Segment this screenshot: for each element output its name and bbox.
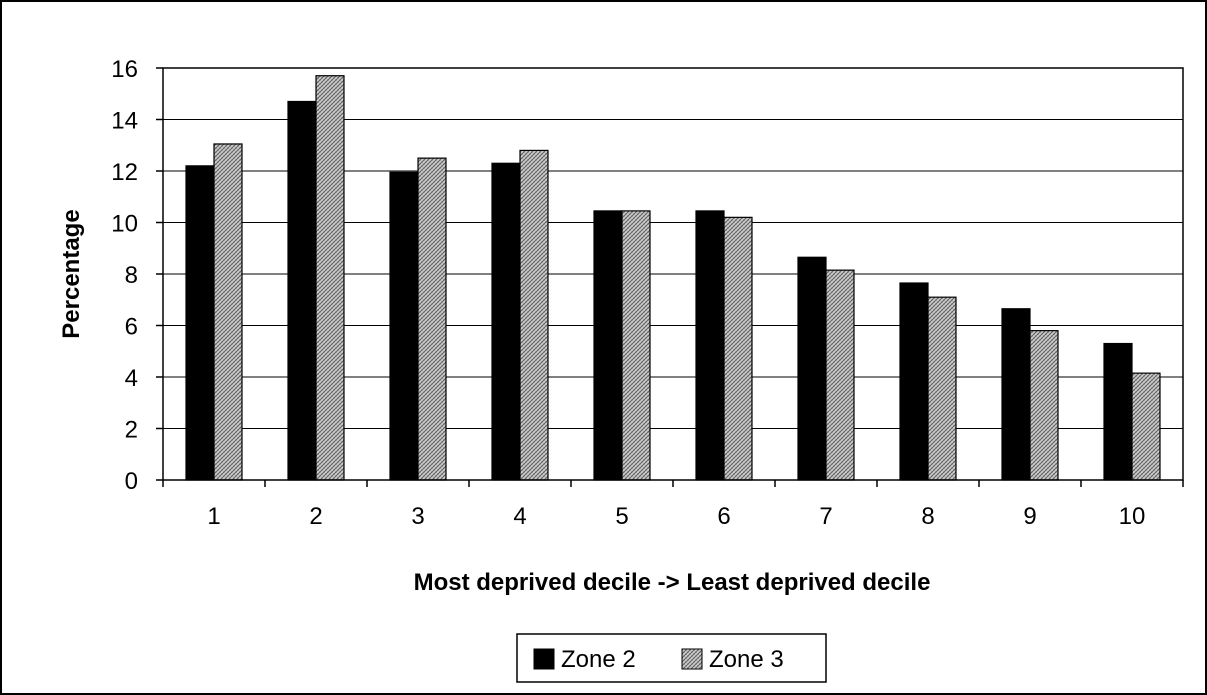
legend: Zone 2 Zone 3 [516, 633, 827, 683]
y-tick-label: 8 [125, 262, 138, 289]
bars [185, 75, 1161, 481]
bar-zone-2-4 [491, 162, 521, 481]
bar-zone-2-3 [389, 171, 419, 481]
bar-zone-2-8 [899, 282, 929, 481]
x-tick-label: 7 [819, 503, 832, 530]
x-tick-label: 5 [615, 503, 628, 530]
bar-zone-2-6 [695, 210, 725, 481]
bar-zone-3-1 [213, 143, 243, 481]
legend-label-zone-3: Zone 3 [709, 646, 784, 673]
bar-zone-3-5 [621, 210, 651, 481]
legend-swatch-zone-3 [681, 648, 703, 670]
bar-zone-2-10 [1103, 342, 1133, 481]
bar-zone-3-6 [723, 216, 753, 481]
x-tick-label: 4 [513, 503, 526, 530]
bar-zone-3-3 [417, 157, 447, 481]
y-tick-label: 4 [125, 365, 138, 392]
legend-label-zone-2: Zone 2 [561, 646, 636, 673]
bar-zone-3-7 [825, 269, 855, 481]
bar-zone-3-8 [927, 296, 957, 481]
y-tick-label: 2 [125, 417, 138, 444]
legend-box [516, 633, 827, 683]
bar-zone-2-1 [185, 165, 215, 481]
y-tick-label: 6 [125, 314, 138, 341]
bar-zone-2-2 [287, 100, 317, 481]
y-tick-label: 12 [111, 159, 138, 186]
x-tick-label: 8 [921, 503, 934, 530]
y-axis-title: Percentage [58, 209, 85, 338]
x-axis: 1 2 3 4 5 6 7 8 9 10 [162, 480, 1184, 530]
bar-zone-2-9 [1001, 308, 1031, 481]
x-tick-label: 3 [411, 503, 424, 530]
bar-zone-3-9 [1029, 330, 1059, 481]
y-tick-label: 16 [111, 56, 138, 83]
bar-zone-2-5 [593, 210, 623, 481]
bar-zone-3-2 [315, 75, 345, 481]
legend-swatch-zone-2 [533, 648, 555, 670]
y-tick-label: 0 [125, 468, 138, 495]
x-axis-title: Most deprived decile -> Least deprived d… [414, 569, 931, 596]
bar-zone-3-10 [1131, 372, 1161, 481]
y-tick-label: 10 [111, 211, 138, 238]
x-tick-label: 2 [309, 503, 322, 530]
bar-zone-3-4 [519, 149, 549, 481]
x-tick-label: 1 [207, 503, 220, 530]
x-tick-label: 9 [1023, 503, 1036, 530]
x-tick-label: 6 [717, 503, 730, 530]
y-tick-label: 14 [111, 108, 138, 135]
y-axis: 0 2 4 6 8 10 12 14 16 [111, 56, 163, 495]
x-tick-label: 10 [1119, 503, 1146, 530]
bar-zone-2-7 [797, 256, 827, 481]
